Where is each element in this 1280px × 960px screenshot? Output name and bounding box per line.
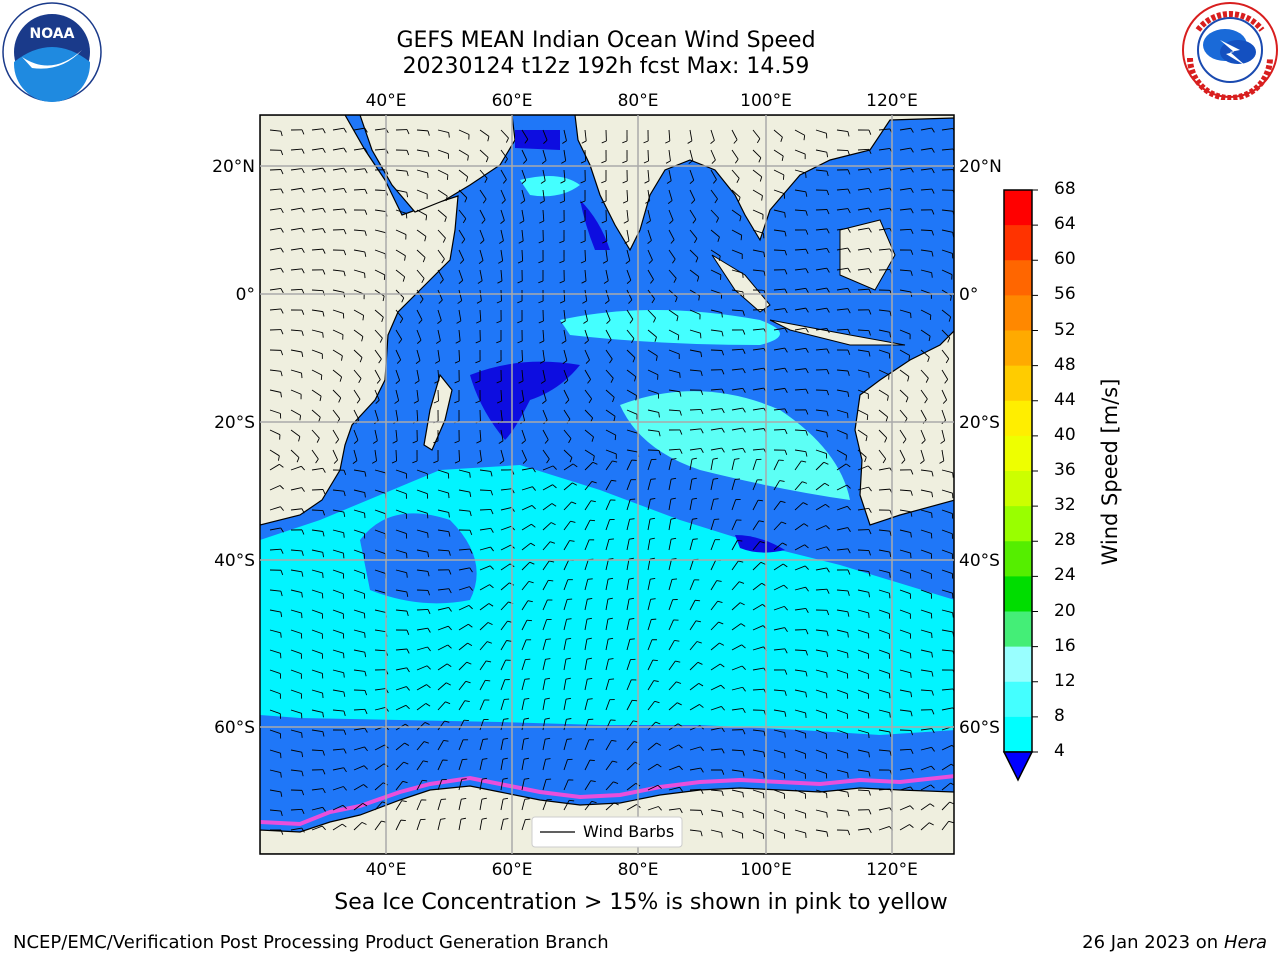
colorbar-segment bbox=[1004, 611, 1032, 648]
nws-logo-icon bbox=[1182, 2, 1278, 100]
colorbar-segment bbox=[1004, 365, 1032, 402]
lat-tick-right: 60°S bbox=[959, 718, 1000, 738]
wind-zone-cyan-equatorial bbox=[560, 310, 780, 345]
colorbar-segment bbox=[1004, 716, 1032, 753]
colorbar-tick: 48 bbox=[1054, 354, 1076, 375]
lon-tick-bottom: 100°E bbox=[740, 860, 792, 880]
java-land bbox=[769, 319, 906, 346]
legend-label: Wind Barbs bbox=[583, 822, 674, 841]
footer-host: Hera bbox=[1223, 932, 1267, 953]
lon-tick-top: 80°E bbox=[618, 91, 659, 111]
wind-barbs-layer bbox=[269, 127, 954, 839]
wind-zone-calm-bay bbox=[580, 200, 610, 250]
wind-zone-calm-central bbox=[470, 361, 580, 440]
colorbar-tick: 4 bbox=[1054, 741, 1065, 761]
lat-tick-right: 20°N bbox=[959, 157, 1002, 177]
lon-tick-top: 120°E bbox=[866, 91, 918, 111]
title-line-1: GEFS MEAN Indian Ocean Wind Speed bbox=[396, 28, 816, 53]
wind-zone-calm-gyre bbox=[360, 513, 477, 604]
noaa-logo-icon: NOAA bbox=[2, 2, 102, 102]
colorbar-segment bbox=[1004, 541, 1032, 577]
colorbar-tick: 40 bbox=[1054, 424, 1076, 445]
wind-zone-calm-east bbox=[735, 535, 785, 553]
lat-tick-right: 0° bbox=[959, 285, 978, 305]
lat-tick-right: 20°S bbox=[959, 413, 1000, 433]
lon-tick-top: 60°E bbox=[492, 91, 533, 111]
lon-tick-top: 100°E bbox=[740, 91, 792, 111]
colorbar-segment bbox=[1004, 400, 1032, 437]
colorbar-tick: 24 bbox=[1054, 565, 1076, 586]
lat-tick-right: 40°S bbox=[959, 551, 1000, 571]
colorbar-tick: 16 bbox=[1054, 635, 1076, 656]
colorbar-tick: 36 bbox=[1054, 460, 1076, 480]
colorbar-tick: 52 bbox=[1054, 319, 1076, 340]
colorbar-segment bbox=[1004, 576, 1032, 612]
colorbar-tick: 20 bbox=[1054, 600, 1076, 621]
borneo-land bbox=[839, 219, 896, 291]
footer-date: 26 Jan 2023 on Hera bbox=[1082, 932, 1267, 953]
arabia-land bbox=[359, 115, 516, 213]
title-line-2: 20230124 t12z 192h fcst Max: 14.59 bbox=[402, 54, 810, 79]
colorbar-segment bbox=[1004, 190, 1032, 226]
india-land bbox=[574, 115, 954, 252]
lon-tick-bottom: 60°E bbox=[492, 860, 533, 880]
sea-ice-caption: Sea Ice Concentration > 15% is shown in … bbox=[334, 890, 948, 915]
colorbar-segment bbox=[1004, 260, 1032, 296]
colorbar-segment bbox=[1004, 435, 1032, 472]
colorbar-segment bbox=[1004, 330, 1032, 367]
lat-tick-left: 20°N bbox=[212, 157, 255, 177]
colorbar-segment bbox=[1004, 646, 1032, 683]
colorbar-tick: 60 bbox=[1054, 249, 1076, 270]
colorbar-tick: 12 bbox=[1054, 670, 1076, 691]
colorbar-segment bbox=[1004, 471, 1032, 507]
australia-land bbox=[854, 330, 954, 526]
colorbar-tick: 56 bbox=[1054, 284, 1076, 305]
colorbar-tick: 32 bbox=[1054, 495, 1076, 516]
wind-barbs-legend: Wind Barbs bbox=[531, 816, 683, 848]
noaa-logo-text: NOAA bbox=[30, 26, 75, 42]
wind-zone-cyan-central bbox=[620, 391, 850, 500]
lon-tick-bottom: 80°E bbox=[618, 860, 659, 880]
colorbar-min-arrow bbox=[1002, 751, 1034, 782]
lat-tick-left: 60°S bbox=[214, 718, 255, 738]
lon-tick-top: 40°E bbox=[366, 91, 407, 111]
colorbar-tick: 28 bbox=[1054, 530, 1076, 551]
lat-tick-left: 0° bbox=[236, 285, 255, 305]
colorbar-tick: 68 bbox=[1054, 179, 1076, 199]
colorbar-segment bbox=[1004, 225, 1032, 261]
colorbar-tick: 64 bbox=[1054, 214, 1076, 235]
map-frame bbox=[259, 114, 955, 855]
map-tick-labels: 40°E 40°E 60°E 60°E 80°E 80°E 100°E 100°E 120°E 1… bbox=[212, 91, 1002, 880]
colorbar-segment bbox=[1004, 681, 1032, 718]
footer-credit: NCEP/EMC/Verification Post Processing Pr… bbox=[13, 932, 609, 953]
colorbar-title: Wind Speed [m/s] bbox=[1098, 378, 1122, 566]
colorbar-tick: 8 bbox=[1054, 705, 1065, 726]
colorbar-segment bbox=[1004, 506, 1032, 542]
colorbar-tick: 44 bbox=[1054, 389, 1076, 410]
lat-tick-left: 20°S bbox=[214, 413, 255, 433]
map-gridlines bbox=[260, 115, 954, 854]
lon-tick-bottom: 40°E bbox=[366, 860, 407, 880]
wind-zone-calm-north bbox=[515, 130, 560, 150]
colorbar-segment bbox=[1004, 295, 1032, 331]
lat-tick-left: 40°S bbox=[214, 551, 255, 571]
lon-tick-bottom: 120°E bbox=[866, 860, 918, 880]
